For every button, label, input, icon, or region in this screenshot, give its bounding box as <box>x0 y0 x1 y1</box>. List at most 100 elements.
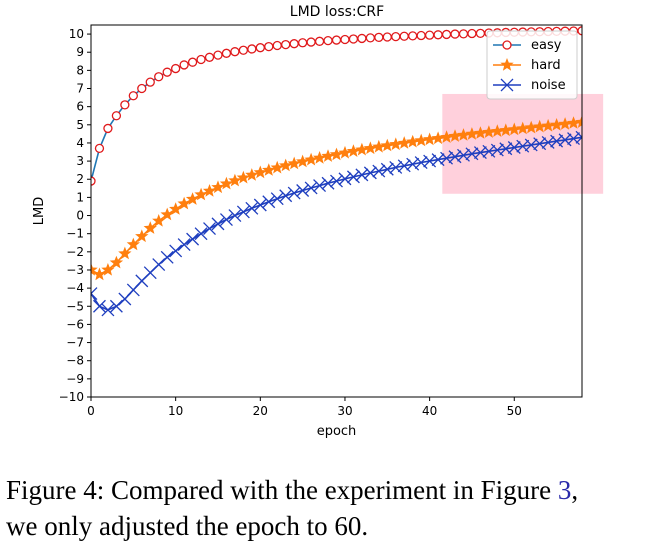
data-point-hard <box>380 138 394 152</box>
data-point-hard <box>524 120 538 134</box>
plot-frame <box>90 24 583 398</box>
data-point-easy <box>103 123 113 134</box>
data-point-easy <box>171 63 181 74</box>
data-point-easy <box>204 52 215 62</box>
y-tick-label: 2 <box>76 172 84 186</box>
data-point-noise <box>397 159 411 173</box>
data-point-hard <box>219 176 234 190</box>
data-point-hard <box>482 125 496 138</box>
data-point-easy <box>391 31 401 42</box>
figure: LMD loss:CRF 0 10 20 30 40 50 −10 −9 −8 −7 −6 −5 −4−… <box>32 4 604 439</box>
data-point-easy <box>467 28 477 39</box>
data-point-hard <box>202 184 217 197</box>
data-point-noise <box>169 244 183 258</box>
data-point-noise <box>304 181 318 195</box>
data-point-noise <box>406 157 420 171</box>
legend-marker-hard <box>500 58 514 71</box>
data-point-noise <box>228 209 242 222</box>
caption-prefix: Figure 4: Compared with the experiment i… <box>6 475 558 505</box>
series-hard <box>91 115 582 281</box>
chart-title: LMD loss:CRF <box>290 4 384 20</box>
data-point-noise <box>355 168 369 182</box>
x-tick-label: 30 <box>337 404 352 418</box>
data-point-easy <box>255 43 265 53</box>
data-point-easy <box>416 30 426 41</box>
data-point-hard <box>194 187 208 201</box>
data-point-noise <box>253 198 267 212</box>
figure-reference-link[interactable]: 3 <box>557 475 572 505</box>
data-point-hard <box>228 173 242 187</box>
data-point-hard <box>152 214 166 227</box>
data-point-easy <box>382 32 392 42</box>
data-point-noise <box>414 156 428 170</box>
data-point-easy <box>230 47 240 57</box>
data-point-easy <box>458 29 469 39</box>
data-point-hard <box>160 207 174 221</box>
y-tick-label: −3 <box>66 263 84 277</box>
data-point-noise <box>389 160 403 174</box>
data-point-noise <box>194 227 208 241</box>
data-point-hard <box>185 192 200 205</box>
data-point-noise <box>372 164 386 178</box>
data-point-noise <box>346 170 360 184</box>
data-point-hard <box>558 117 572 130</box>
data-point-noise <box>91 287 98 301</box>
data-point-easy <box>348 34 359 44</box>
data-point-easy <box>196 54 206 65</box>
data-point-easy <box>111 111 122 121</box>
data-point-hard <box>245 168 259 181</box>
data-point-hard <box>346 144 361 157</box>
data-point-hard <box>406 134 420 148</box>
data-point-noise <box>109 299 123 313</box>
data-point-hard <box>329 147 344 161</box>
data-point-noise <box>448 150 462 164</box>
data-point-noise <box>245 201 259 215</box>
data-point-hard <box>262 163 276 176</box>
legend-label-easy: easy <box>531 38 562 53</box>
data-point-hard <box>177 196 191 210</box>
data-point-easy <box>408 31 418 41</box>
data-point-hard <box>363 141 377 155</box>
data-point-easy <box>374 32 384 42</box>
data-point-easy <box>441 29 452 40</box>
data-point-easy <box>128 91 138 101</box>
data-point-hard <box>169 202 183 215</box>
data-point-hard <box>533 119 547 133</box>
x-tick-label: 10 <box>168 404 183 418</box>
data-point-hard <box>279 158 293 172</box>
data-point-easy <box>187 57 198 67</box>
data-point-noise <box>431 153 445 167</box>
data-point-hard <box>236 170 250 184</box>
y-tick-label: −1 <box>66 227 84 241</box>
data-point-noise <box>219 213 233 226</box>
data-point-hard <box>211 180 225 194</box>
data-point-easy <box>145 77 155 87</box>
y-tick-label: −2 <box>66 245 84 259</box>
data-point-easy <box>357 33 367 44</box>
data-point-hard <box>423 132 437 146</box>
data-point-easy <box>91 176 96 186</box>
data-point-noise <box>423 154 437 168</box>
data-point-hard <box>372 139 386 153</box>
data-point-easy <box>120 100 130 110</box>
data-point-hard <box>109 255 124 269</box>
data-point-easy <box>289 39 299 49</box>
data-point-easy <box>281 39 291 50</box>
data-point-easy <box>247 44 257 54</box>
data-point-noise <box>575 130 582 144</box>
caption-line-2: we only adjusted the epoch to 60. <box>6 511 369 541</box>
data-point-hard <box>456 128 471 141</box>
data-point-noise <box>236 205 250 219</box>
data-point-hard <box>270 160 284 174</box>
data-point-easy <box>306 37 316 47</box>
legend-label-hard: hard <box>531 58 561 73</box>
data-point-noise <box>321 176 335 190</box>
data-point-hard <box>549 118 564 131</box>
data-point-noise <box>152 258 166 271</box>
y-axis-label: LMD <box>32 197 47 225</box>
y-tick-label: −8 <box>66 354 84 368</box>
data-point-noise <box>287 186 301 200</box>
data-point-hard <box>126 237 140 251</box>
y-tick-label: 8 <box>76 63 84 77</box>
data-point-hard <box>490 124 504 137</box>
